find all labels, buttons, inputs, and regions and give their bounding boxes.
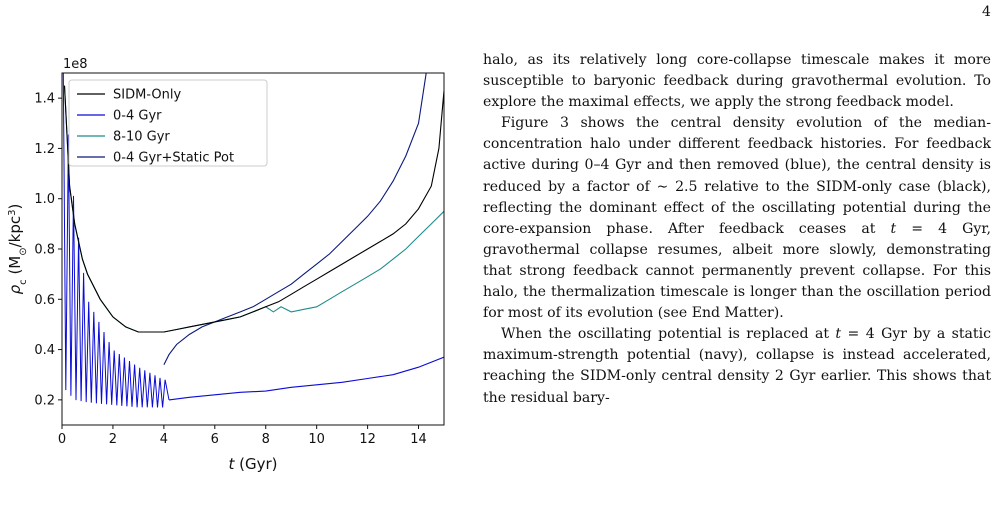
x-tick-label: 12 bbox=[359, 432, 376, 447]
y-tick-label: 0.4 bbox=[34, 343, 55, 358]
y-tick-label: 0.6 bbox=[34, 293, 55, 308]
legend-box bbox=[68, 79, 268, 167]
x-tick-label: 14 bbox=[410, 432, 427, 447]
x-tick-label: 2 bbox=[109, 432, 117, 447]
x-tick-label: 0 bbox=[58, 432, 66, 447]
legend-label: SIDM-Only bbox=[113, 88, 181, 103]
series-line-0-4-gyr bbox=[168, 356, 444, 401]
paragraph: halo, as its relatively long core-collap… bbox=[483, 52, 991, 111]
central-density-chart: 0 2 4 6 8 10 12 14 0.2 0.4 0.6 0.8 1.0 1.2 1.4 1e8 t (… bbox=[6, 57, 445, 473]
y-tick-label: 0.2 bbox=[34, 393, 55, 408]
series-line-0-4-gyr-oscillation bbox=[62, 73, 170, 408]
y-tick-label: 1.2 bbox=[34, 142, 55, 157]
legend: SIDM-Only 0-4 Gyr 8-10 Gyr 0-4 Gyr+Static P… bbox=[68, 79, 268, 167]
legend-label: 8-10 Gyr bbox=[113, 130, 170, 145]
legend-label: 0-4 Gyr bbox=[113, 109, 162, 124]
y-axis-label: ρc (M⊙/kpc3) bbox=[6, 204, 29, 295]
series-line-0-4-gyr-static-pot bbox=[163, 73, 427, 365]
body-text-column: halo, as its relatively long core-collap… bbox=[483, 50, 991, 409]
y-tick-label: 1.4 bbox=[34, 92, 55, 107]
x-tick-label: 4 bbox=[160, 432, 168, 447]
series-line-sidm-only bbox=[63, 85, 444, 333]
paragraph: Figure 3 shows the central density evolu… bbox=[483, 115, 991, 322]
y-tick-label: 0.8 bbox=[34, 243, 55, 258]
paragraph: When the oscillating potential is replac… bbox=[483, 326, 991, 406]
legend-label: 0-4 Gyr+Static Pot bbox=[113, 151, 234, 166]
y-offset-label: 1e8 bbox=[63, 57, 88, 72]
page-number: 4 bbox=[982, 4, 991, 20]
x-tick-label: 8 bbox=[262, 432, 270, 447]
y-tick-label: 1.0 bbox=[34, 192, 55, 207]
figure-3: 0 2 4 6 8 10 12 14 0.2 0.4 0.6 0.8 1.0 1.2 1.4 1e8 t (… bbox=[0, 0, 470, 531]
x-tick-label: 10 bbox=[308, 432, 325, 447]
x-axis-label: t (Gyr) bbox=[228, 455, 277, 473]
x-tick-label: 6 bbox=[211, 432, 219, 447]
